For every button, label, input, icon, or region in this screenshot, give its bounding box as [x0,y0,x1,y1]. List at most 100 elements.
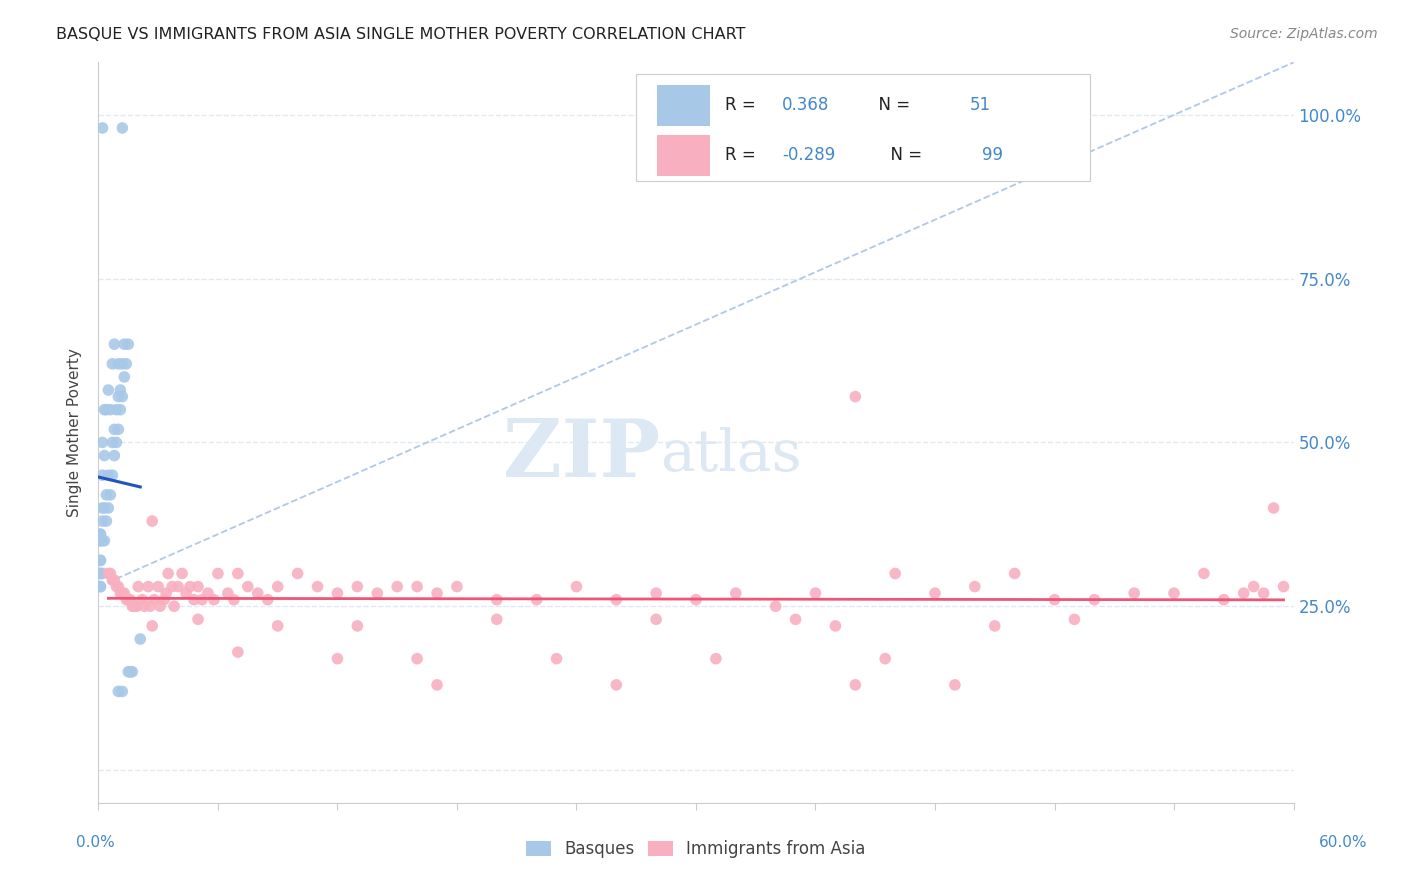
Point [141,514,163,528]
Point [91,514,114,528]
Point [115,357,138,371]
Point [89,580,111,594]
Point [172,566,194,581]
Point [844,390,866,404]
Point [131,592,153,607]
Point [107,357,129,371]
Point [103,449,125,463]
Point [485,612,508,626]
Point [105,435,128,450]
Point [155,586,177,600]
Point [963,580,986,594]
Point [105,402,128,417]
Text: -0.289: -0.289 [782,146,835,164]
Point [89,566,111,581]
Point [117,337,139,351]
Point [724,586,747,600]
Point [134,599,156,614]
Text: ZIP: ZIP [503,416,661,494]
Point [120,665,142,679]
Text: R =: R = [724,146,761,164]
Point [136,580,159,594]
Point [111,586,134,600]
Point [101,468,124,483]
Point [191,592,214,607]
Point [89,527,111,541]
Text: N =: N = [880,146,928,164]
Point [226,566,249,581]
Point [844,678,866,692]
Point [167,580,190,594]
Point [406,580,429,594]
Text: R =: R = [724,96,761,114]
Point [256,592,278,607]
Point [406,651,429,665]
Point [98,566,122,581]
Point [97,500,120,515]
Point [1253,586,1275,600]
Point [124,599,146,614]
Point [824,619,846,633]
Point [804,586,827,600]
Point [267,619,290,633]
Point [91,500,114,515]
Point [183,592,205,607]
Point [605,678,627,692]
Text: N =: N = [868,96,915,114]
Point [160,580,183,594]
Point [163,599,186,614]
Point [96,514,118,528]
Point [217,586,239,600]
Point [1123,586,1146,600]
Point [685,592,707,607]
Point [1043,592,1066,607]
Point [91,120,114,135]
Point [645,586,668,600]
Point [115,592,138,607]
Point [91,435,114,450]
Point [605,592,627,607]
Point [91,566,114,581]
Y-axis label: Single Mother Poverty: Single Mother Poverty [67,348,83,517]
Point [121,665,143,679]
Point [98,402,122,417]
Point [157,566,180,581]
Point [246,586,269,600]
Point [526,592,548,607]
Point [112,337,135,351]
Point [139,599,162,614]
Point [120,592,142,607]
Text: 60.0%: 60.0% [1319,836,1367,850]
Point [93,449,115,463]
Point [307,580,329,594]
Point [117,592,139,607]
Point [96,402,118,417]
Point [89,533,111,548]
Text: 0.368: 0.368 [782,96,830,114]
Point [97,468,120,483]
Text: 51: 51 [970,96,991,114]
Point [103,573,125,587]
Point [91,468,114,483]
Point [785,612,807,626]
Point [207,566,229,581]
Point [197,586,219,600]
Point [89,533,111,548]
Point [1263,500,1285,515]
Point [110,586,132,600]
Point [179,580,201,594]
Point [111,120,134,135]
Point [112,586,135,600]
Point [107,422,129,436]
Point [107,684,129,698]
Point [202,592,225,607]
Point [943,678,966,692]
Point [187,612,209,626]
Point [326,586,349,600]
Point [174,586,197,600]
Point [111,357,134,371]
Point [346,619,368,633]
Point [141,619,163,633]
Point [222,592,245,607]
Point [107,580,129,594]
